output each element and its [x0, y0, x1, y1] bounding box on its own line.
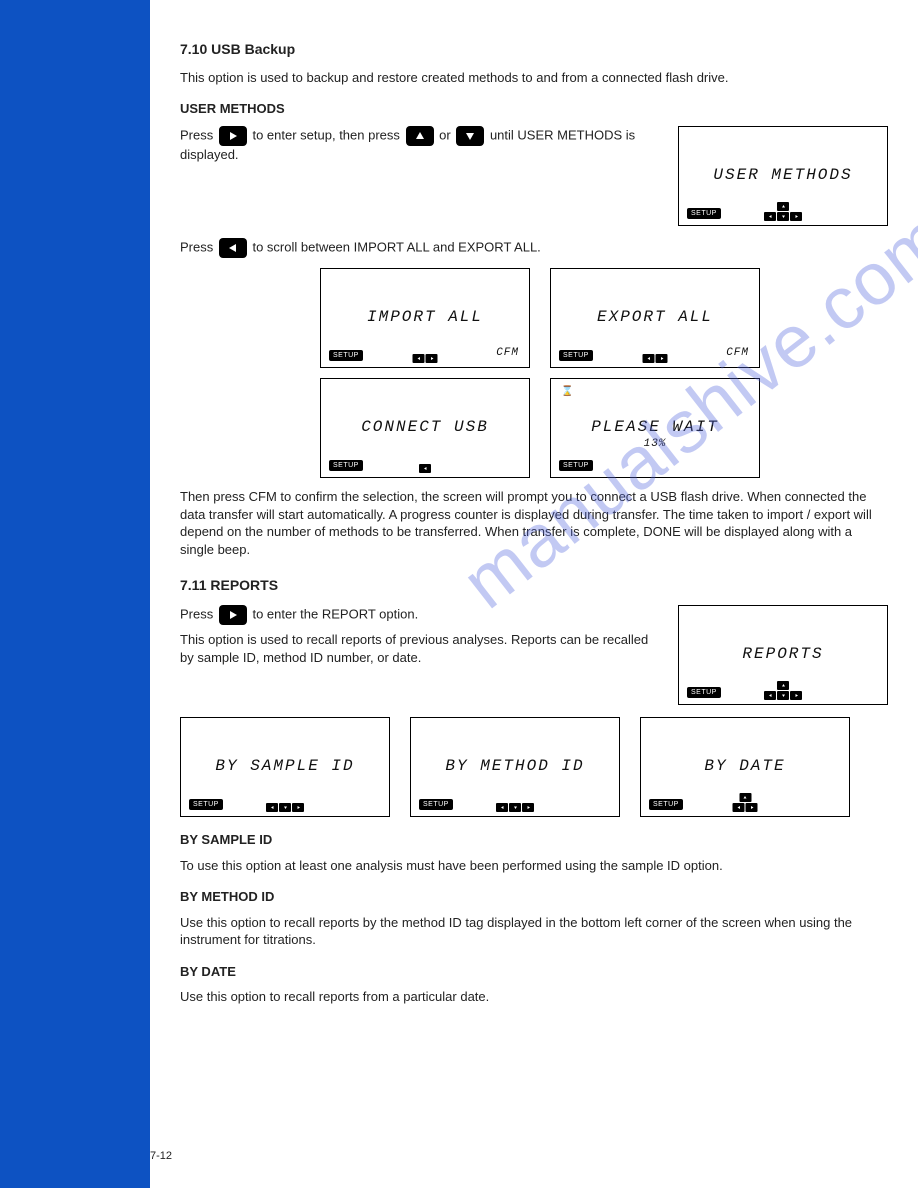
p2a: Press	[180, 239, 217, 254]
nav-right-icon	[790, 212, 802, 221]
lcd-row-import-export: IMPORT ALL CFM SETUP EXPORT ALL CFM SETU…	[320, 268, 888, 368]
sub-by-sample-text: To use this option at least one analysis…	[180, 857, 888, 875]
nav-right-icon	[522, 803, 534, 812]
nav-down-icon	[777, 212, 789, 221]
row-reports: Press to enter the REPORT option. This o…	[180, 605, 888, 705]
lcd-by-date: BY DATE SETUP	[640, 717, 850, 817]
p2b: to scroll between IMPORT ALL and EXPORT …	[252, 239, 540, 254]
lcd-row-by: BY SAMPLE ID SETUP BY METHOD ID SETUP	[180, 717, 888, 817]
lcd-nav	[643, 354, 668, 363]
nav-right-icon	[426, 354, 438, 363]
down-arrow-icon	[456, 126, 484, 146]
page: manualshive.com 7.10 USB Backup This opt…	[0, 0, 918, 1188]
lcd-setup-badge: SETUP	[649, 799, 683, 810]
nav-left-icon	[643, 354, 655, 363]
sub-by-date-text: Use this option to recall reports from a…	[180, 988, 888, 1006]
lcd-text: USER METHODS	[679, 165, 887, 187]
nav-down-icon	[777, 691, 789, 700]
lcd-text: IMPORT ALL	[321, 307, 529, 329]
lcd-nav	[764, 202, 802, 221]
nav-left-icon	[496, 803, 508, 812]
nav-right-icon	[656, 354, 668, 363]
play-left-icon	[219, 238, 247, 258]
lcd-text: PLEASE WAIT	[551, 417, 759, 439]
lcd-text: CONNECT USB	[321, 417, 529, 439]
lcd-export: EXPORT ALL CFM SETUP	[550, 268, 760, 368]
up-arrow-icon	[406, 126, 434, 146]
nav-left-icon	[413, 354, 425, 363]
lcd-setup-badge: SETUP	[419, 799, 453, 810]
nav-down-icon	[279, 803, 291, 812]
lcd-nav	[733, 793, 758, 812]
text-reports: Press to enter the REPORT option. This o…	[180, 605, 658, 676]
intro-text: This option is used to backup and restor…	[180, 69, 888, 87]
lcd-by-method: BY METHOD ID SETUP	[410, 717, 620, 817]
lcd-cfm: CFM	[496, 346, 519, 361]
lcd-reports: REPORTS SETUP	[678, 605, 888, 705]
lcd-text: REPORTS	[679, 644, 887, 666]
lcd-text: BY DATE	[641, 756, 849, 778]
nav-left-icon	[266, 803, 278, 812]
nav-up-icon	[777, 202, 789, 211]
nav-up-icon	[739, 793, 751, 802]
nav-left-icon	[733, 803, 745, 812]
lcd-user-methods: USER METHODS SETUP	[678, 126, 888, 226]
hourglass-icon: ⌛	[561, 385, 573, 399]
p1a: Press	[180, 127, 217, 142]
sub-user-methods: USER METHODS	[180, 100, 888, 118]
sidebar-blue	[0, 0, 150, 1188]
section-title-reports: 7.11 REPORTS	[180, 576, 888, 595]
nav-up-icon	[777, 681, 789, 690]
lcd-nav	[413, 354, 438, 363]
sub-by-sample: BY SAMPLE ID	[180, 831, 888, 849]
lcd-connect-usb: CONNECT USB SETUP	[320, 378, 530, 478]
content-area: manualshive.com 7.10 USB Backup This opt…	[150, 0, 918, 1188]
lcd-text: BY SAMPLE ID	[181, 756, 389, 778]
lcd-sub: 13%	[551, 437, 759, 452]
nav-down-icon	[509, 803, 521, 812]
lcd-nav	[496, 803, 534, 812]
row-user-methods: Press to enter setup, then press or unti…	[180, 126, 888, 226]
lcd-setup-badge: SETUP	[329, 350, 363, 361]
lcd-setup-badge: SETUP	[687, 208, 721, 219]
lcd-nav	[266, 803, 304, 812]
lcd-setup-badge: SETUP	[559, 350, 593, 361]
sub-by-method-text: Use this option to recall reports by the…	[180, 914, 888, 949]
para-confirm: Then press CFM to confirm the selection,…	[180, 488, 888, 558]
lcd-text: EXPORT ALL	[551, 307, 759, 329]
sub-by-date: BY DATE	[180, 963, 888, 981]
lcd-setup-badge: SETUP	[329, 460, 363, 471]
lcd-nav	[764, 681, 802, 700]
p1c: or	[439, 127, 454, 142]
p1b: to enter setup, then press	[252, 127, 403, 142]
nav-left-icon	[419, 464, 431, 473]
lcd-text: BY METHOD ID	[411, 756, 619, 778]
lcd-import: IMPORT ALL CFM SETUP	[320, 268, 530, 368]
r-p1a: Press	[180, 607, 217, 622]
nav-right-icon	[292, 803, 304, 812]
nav-right-icon	[746, 803, 758, 812]
section-title-usb: 7.10 USB Backup	[180, 40, 888, 59]
lcd-nav	[419, 464, 431, 473]
lcd-cfm: CFM	[726, 346, 749, 361]
lcd-row-connect-wait: CONNECT USB SETUP ⌛ PLEASE WAIT 13% SETU…	[320, 378, 888, 478]
lcd-setup-badge: SETUP	[189, 799, 223, 810]
sub-by-method: BY METHOD ID	[180, 888, 888, 906]
play-right-icon	[219, 126, 247, 146]
nav-left-icon	[764, 212, 776, 221]
r-p1b: to enter the REPORT option.	[252, 607, 418, 622]
lcd-by-sample: BY SAMPLE ID SETUP	[180, 717, 390, 817]
para-scroll: Press to scroll between IMPORT ALL and E…	[180, 238, 888, 258]
nav-right-icon	[790, 691, 802, 700]
page-number: 7-12	[150, 1149, 172, 1164]
lcd-setup-badge: SETUP	[559, 460, 593, 471]
lcd-setup-badge: SETUP	[687, 687, 721, 698]
nav-left-icon	[764, 691, 776, 700]
lcd-please-wait: ⌛ PLEASE WAIT 13% SETUP	[550, 378, 760, 478]
r-p2: This option is used to recall reports of…	[180, 631, 658, 666]
text-user-methods: Press to enter setup, then press or unti…	[180, 126, 658, 164]
play-right-icon	[219, 605, 247, 625]
